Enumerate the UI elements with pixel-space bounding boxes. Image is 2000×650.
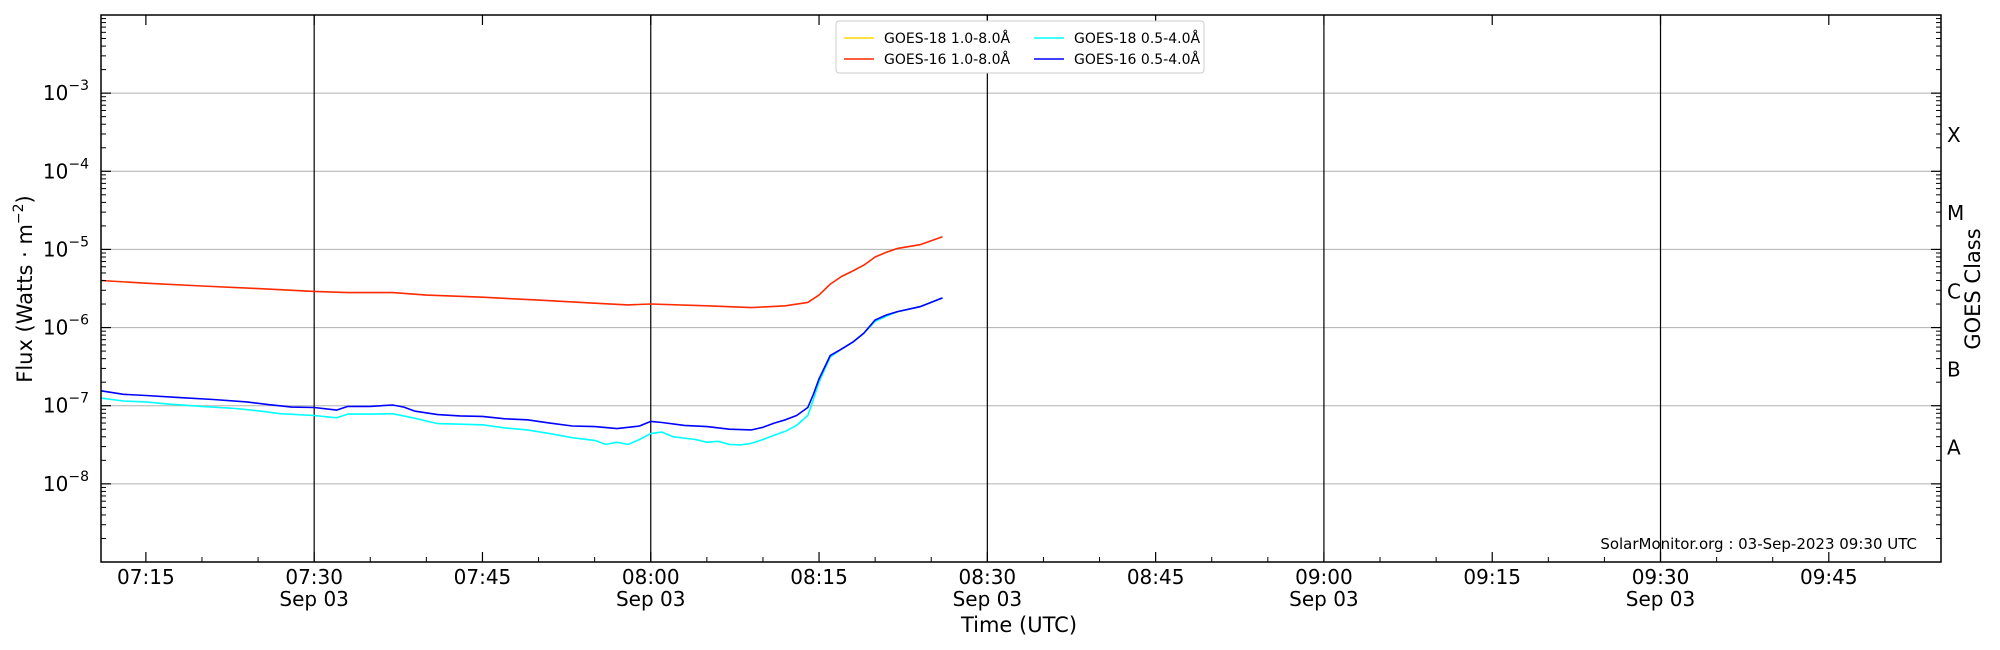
goes-class-axis-title: GOES Class bbox=[1961, 228, 1985, 349]
x-tick-label-4: 08:15 bbox=[790, 565, 848, 589]
goes-class-label-b: B bbox=[1947, 357, 1961, 381]
x-tick-label-3: 08:00 bbox=[622, 565, 680, 589]
y-tick-base: 10 bbox=[43, 159, 68, 183]
series-layer bbox=[100, 236, 943, 446]
x-tick-date-5: Sep 03 bbox=[953, 587, 1023, 611]
y-tick-base: 10 bbox=[43, 472, 68, 496]
x-tick-label-5: 08:30 bbox=[959, 565, 1017, 589]
credit-text: SolarMonitor.org : 03-Sep-2023 09:30 UTC bbox=[1600, 535, 1917, 553]
x-tick-label-6: 08:45 bbox=[1127, 565, 1185, 589]
legend: GOES-18 1.0-8.0Å GOES-16 1.0-8.0Å GOES-18 … bbox=[835, 20, 1205, 74]
y-tick-label-2: 10−6 bbox=[43, 313, 89, 340]
x-tick-label-0: 07:15 bbox=[117, 565, 175, 589]
legend-label-3: GOES-16 0.5-4.0Å bbox=[1074, 51, 1200, 68]
x-tick-label-7: 09:00 bbox=[1295, 565, 1353, 589]
x-tick-label-10: 09:45 bbox=[1800, 565, 1858, 589]
y-axis-title-exponent: −2 bbox=[11, 203, 27, 224]
plot-frame bbox=[100, 14, 1942, 563]
legend-label-1: GOES-16 1.0-8.0Å bbox=[884, 51, 1010, 68]
goes-class-label-c: C bbox=[1947, 279, 1961, 303]
y-tick-exponent: −7 bbox=[68, 391, 89, 407]
y-tick-exponent: −3 bbox=[68, 78, 89, 94]
y-tick-label-0: 10−8 bbox=[43, 469, 89, 496]
y-tick-exponent: −4 bbox=[68, 156, 89, 172]
legend-label-2: GOES-18 0.5-4.0Å bbox=[1074, 30, 1200, 47]
legend-label-0: GOES-18 1.0-8.0Å bbox=[884, 30, 1010, 47]
y-axis-title-main: Flux (Watts · m bbox=[13, 224, 37, 383]
goes-class-label-a: A bbox=[1947, 436, 1961, 460]
x-axis-title: Time (UTC) bbox=[960, 613, 1077, 637]
y-tick-label-1: 10−7 bbox=[43, 391, 89, 418]
y-axis-title: Flux (Watts · m−2) bbox=[11, 195, 37, 383]
y-axis-title-close: ) bbox=[13, 195, 37, 203]
goes-class-label-x: X bbox=[1947, 123, 1961, 147]
y-tick-base: 10 bbox=[43, 394, 68, 418]
y-tick-base: 10 bbox=[43, 237, 68, 261]
y-tick-exponent: −8 bbox=[68, 469, 89, 485]
x-tick-date-1: Sep 03 bbox=[279, 587, 349, 611]
x-tick-label-2: 07:45 bbox=[454, 565, 512, 589]
series-line-1 bbox=[100, 236, 943, 309]
y-tick-exponent: −5 bbox=[68, 234, 89, 250]
x-tick-date-9: Sep 03 bbox=[1626, 587, 1696, 611]
x-tick-label-9: 09:30 bbox=[1632, 565, 1690, 589]
series-line-3 bbox=[100, 297, 943, 431]
y-tick-exponent: −6 bbox=[68, 313, 89, 329]
x-tick-label-1: 07:30 bbox=[285, 565, 343, 589]
x-tick-label-8: 09:15 bbox=[1463, 565, 1521, 589]
vertical-lines-layer bbox=[313, 15, 1662, 562]
y-tick-label-5: 10−3 bbox=[43, 78, 89, 105]
y-tick-base: 10 bbox=[43, 316, 68, 340]
grid-layer bbox=[101, 92, 1941, 485]
x-tick-date-3: Sep 03 bbox=[616, 587, 686, 611]
goes-class-label-m: M bbox=[1947, 201, 1964, 225]
y-tick-label-4: 10−4 bbox=[43, 156, 89, 183]
y-tick-label-3: 10−5 bbox=[43, 234, 89, 261]
series-line-2 bbox=[100, 297, 943, 446]
y-tick-base: 10 bbox=[43, 81, 68, 105]
legend-box bbox=[835, 20, 1205, 74]
x-tick-date-7: Sep 03 bbox=[1289, 587, 1359, 611]
